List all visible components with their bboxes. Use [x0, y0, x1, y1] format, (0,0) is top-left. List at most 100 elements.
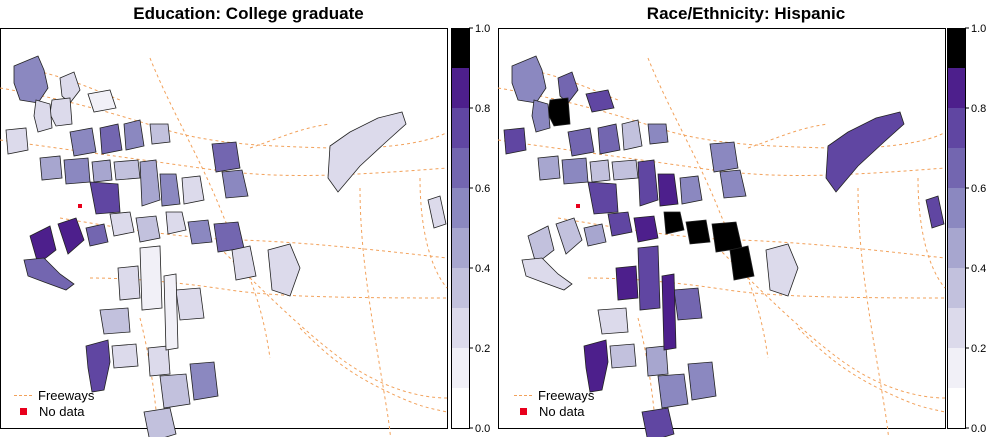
colorbar-bin [947, 108, 965, 148]
district-polygon [615, 265, 639, 301]
colorbar-tick-label: 0.8 [971, 103, 986, 115]
district-polygon [267, 243, 301, 297]
colorbar-tick-label: 0.6 [475, 183, 490, 195]
colorbar-tick-label: 0.4 [971, 263, 986, 275]
district-polygon [109, 211, 135, 237]
district-polygon [521, 257, 573, 291]
district-polygon [657, 373, 689, 409]
no-data-square-icon [20, 407, 27, 415]
colorbar-bin [947, 228, 965, 268]
district-polygon [555, 217, 583, 255]
district-polygon [85, 339, 111, 393]
district-polygon [557, 71, 579, 104]
freeway-line [0, 87, 448, 149]
map-panel-hispanic: 0.0 0.2 0.4 0.6 0.8 1.0 [497, 23, 986, 437]
colorbar-bin [947, 148, 965, 188]
district-polygon [527, 225, 555, 265]
colorbar-bin [451, 308, 469, 348]
map-panel-education: 0.0 0.2 0.4 0.6 0.8 1.0 [0, 23, 490, 437]
district-polygon [135, 215, 161, 243]
district-polygon [87, 89, 117, 113]
district-polygon [587, 181, 619, 215]
colorbar-bin [451, 68, 469, 108]
colorbar-frame [451, 28, 470, 429]
no-data-square-icon [520, 407, 527, 415]
district-polygon [609, 343, 637, 369]
colorbar-tick-label: 0.4 [475, 263, 490, 275]
freeway-line [419, 177, 448, 289]
colorbar-bin [451, 388, 469, 428]
district-polygon [611, 159, 639, 181]
district-polygon [91, 159, 113, 183]
freeway-line [917, 177, 946, 289]
panel-title-education: Education: College graduate [133, 4, 364, 23]
district-polygon [621, 119, 643, 151]
colorbar-tick-label: 0.6 [971, 183, 986, 195]
colorbar-tick-label: 0.0 [475, 423, 490, 435]
no-data-marker [78, 204, 82, 208]
district-polygon [427, 195, 447, 229]
district-polygon [231, 245, 257, 281]
district-polygon [63, 157, 91, 185]
district-polygon [13, 55, 49, 104]
colorbar-bin [451, 188, 469, 228]
colorbar-bin [947, 308, 965, 348]
district-polygon [147, 345, 171, 377]
colorbar-tick-label: 0.8 [475, 103, 490, 115]
colorbar-bin [947, 348, 965, 388]
district-polygon [187, 219, 213, 245]
district-polygon [89, 181, 121, 215]
district-polygon [589, 159, 611, 183]
district-polygon [143, 407, 177, 437]
freeway-line [647, 57, 769, 359]
colorbar-bin [947, 28, 965, 68]
district-polygon [567, 127, 595, 157]
district-polygon [641, 407, 675, 437]
district-polygon [645, 345, 669, 377]
district-polygon [657, 173, 679, 207]
colorbar-tick-label: 0.0 [971, 423, 986, 435]
colorbar-bin [451, 268, 469, 308]
freeway-line [149, 57, 271, 359]
district-polygon [59, 71, 81, 104]
freeway-line [637, 317, 658, 437]
colorbar-bin [947, 188, 965, 228]
legend-freeways-label: Freeways [538, 387, 595, 403]
district-polygon [687, 361, 717, 401]
freeway-line [139, 317, 160, 437]
district-polygon [633, 215, 659, 243]
district-polygon [597, 307, 629, 335]
district-polygon [5, 127, 29, 155]
freeway-line [249, 123, 331, 149]
district-polygon [637, 245, 661, 311]
district-polygon [925, 195, 945, 229]
district-polygon [503, 127, 527, 155]
district-polygon [117, 265, 141, 301]
district-polygon [673, 287, 703, 321]
colorbar-bin [947, 268, 965, 308]
district-polygon [561, 157, 589, 185]
district-polygon [607, 211, 633, 237]
district-polygon [729, 245, 755, 281]
district-polygon [175, 287, 205, 321]
district-polygon [113, 159, 141, 181]
district-polygon [585, 89, 615, 113]
district-polygon [583, 223, 607, 247]
district-polygon [511, 55, 547, 104]
district-polygon [537, 155, 561, 181]
district-polygon [139, 245, 163, 311]
colorbar-bin [451, 148, 469, 188]
district-polygon [211, 141, 241, 173]
freeway-line [747, 123, 829, 149]
district-polygon [597, 123, 621, 155]
district-polygon [825, 111, 905, 193]
district-polygon [709, 141, 739, 173]
district-polygon [221, 169, 249, 199]
district-polygon [163, 273, 179, 351]
panel-title-hispanic: Race/Ethnicity: Hispanic [646, 4, 846, 23]
district-polygon [159, 173, 181, 207]
freeway-line [857, 187, 890, 437]
district-polygon [33, 99, 53, 133]
freeway-line [219, 247, 448, 399]
